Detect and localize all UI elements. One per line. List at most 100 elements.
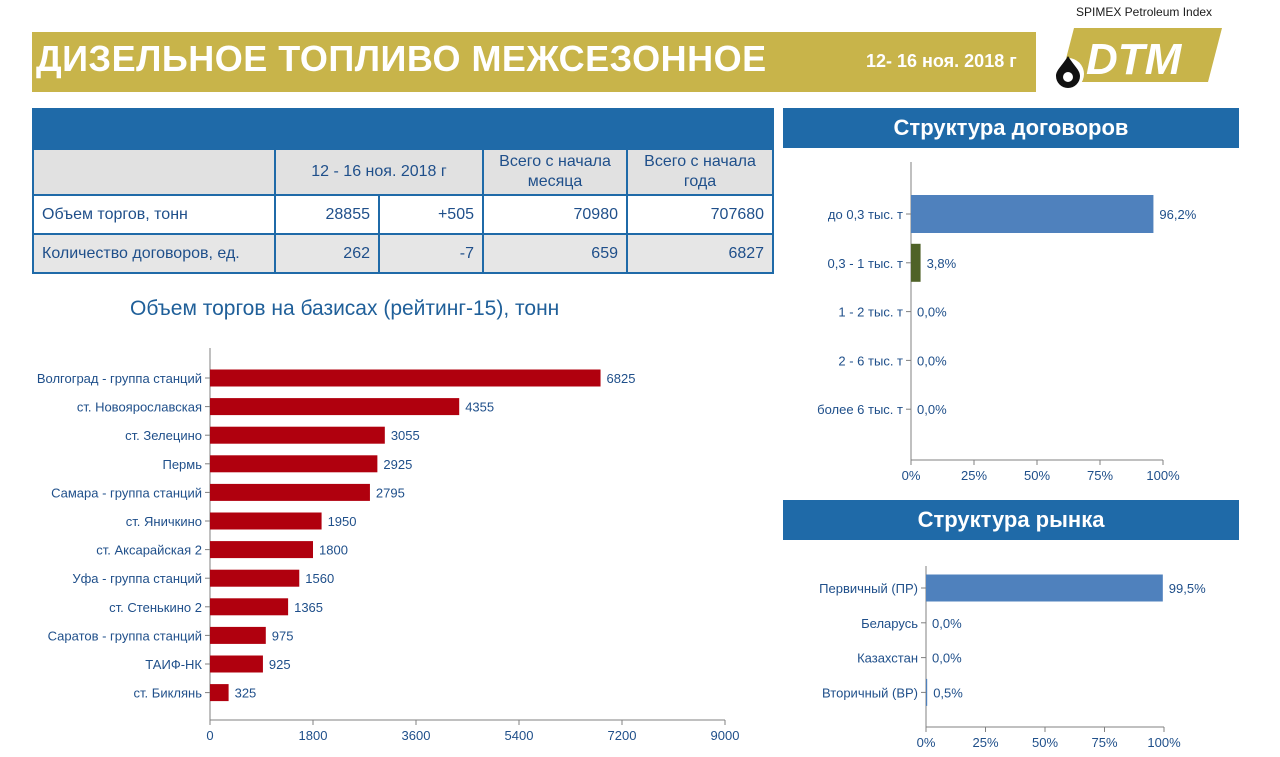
row-year: 707680 bbox=[625, 194, 775, 235]
x-tick-label: 100% bbox=[1146, 468, 1180, 483]
x-tick-label: 75% bbox=[1087, 468, 1113, 483]
category-label: Вторичный (ВР) bbox=[822, 685, 918, 700]
x-tick-label: 50% bbox=[1032, 735, 1058, 750]
dtm-logo: DTM bbox=[1052, 28, 1222, 90]
bar bbox=[911, 243, 921, 282]
category-label: Беларусь bbox=[861, 616, 918, 631]
data-label: 925 bbox=[269, 657, 291, 672]
data-label: 99,5% bbox=[1169, 581, 1206, 596]
bar bbox=[210, 569, 300, 587]
header-period: 12 - 16 ноя. 2018 г bbox=[274, 148, 484, 196]
data-label: 0,0% bbox=[917, 353, 947, 368]
category-label: ТАИФ-НК bbox=[145, 657, 202, 672]
report-date: 12- 16 ноя. 2018 г bbox=[866, 51, 1017, 71]
category-label: ст. Яничкино bbox=[126, 514, 202, 529]
x-tick-label: 0% bbox=[902, 468, 921, 483]
x-tick-label: 7200 bbox=[608, 728, 637, 743]
header-month: Всего с начала месяца bbox=[482, 148, 628, 196]
category-label: ст. Стенькино 2 bbox=[109, 600, 202, 615]
bar bbox=[210, 684, 229, 702]
basis-volume-chart: 0 1800 3600 5400 7200 9000 Волгоград - группа … bbox=[37, 348, 740, 743]
x-tick-label: 0% bbox=[917, 735, 936, 750]
data-label: 3,8% bbox=[927, 256, 957, 271]
bar bbox=[210, 626, 266, 644]
data-label: 2925 bbox=[383, 457, 412, 472]
data-label: 0,0% bbox=[932, 651, 962, 666]
row-year: 6827 bbox=[625, 233, 775, 274]
x-tick-label: 0 bbox=[206, 728, 213, 743]
row-month: 659 bbox=[482, 233, 628, 274]
header-year: Всего с начала года bbox=[625, 148, 775, 196]
data-label: 4355 bbox=[465, 400, 494, 415]
page-title: ДИЗЕЛЬНОЕ ТОПЛИВО МЕЖСЕЗОННОЕ bbox=[36, 38, 767, 79]
bar bbox=[210, 655, 263, 673]
bar bbox=[210, 455, 378, 473]
summary-table: 12 - 16 ноя. 2018 г Всего с начала месяц… bbox=[31, 108, 775, 274]
row-label: Объем торгов, тонн bbox=[32, 194, 276, 235]
category-label: 2 - 6 тыс. т bbox=[838, 353, 903, 368]
table-row: Объем торгов, тонн 28855 +505 70980 7076… bbox=[32, 194, 775, 235]
data-label: 3055 bbox=[391, 428, 420, 443]
category-label: ст. Новоярославская bbox=[77, 400, 202, 415]
x-tick-label: 3600 bbox=[402, 728, 431, 743]
data-label: 0,0% bbox=[917, 305, 947, 320]
category-label: Первичный (ПР) bbox=[819, 581, 918, 596]
bar bbox=[210, 512, 322, 530]
brand-label: SPIMEX Petroleum Index bbox=[1076, 5, 1213, 19]
market-panel-header: Структура рынка bbox=[783, 500, 1239, 540]
bar bbox=[911, 195, 1154, 233]
bar bbox=[210, 598, 289, 616]
x-tick-label: 100% bbox=[1147, 735, 1181, 750]
category-label: Саратов - группа станций bbox=[48, 628, 202, 643]
category-label: Пермь bbox=[162, 457, 202, 472]
category-label: 0,3 - 1 тыс. т bbox=[828, 256, 903, 271]
data-label: 96,2% bbox=[1159, 207, 1196, 222]
bar bbox=[210, 483, 370, 501]
bar bbox=[926, 678, 928, 706]
bar bbox=[210, 369, 601, 387]
category-label: ст. Аксарайская 2 bbox=[96, 543, 202, 558]
logo-badge bbox=[1060, 28, 1222, 82]
row-month: 70980 bbox=[482, 194, 628, 235]
row-label: Количество договоров, ед. bbox=[32, 233, 276, 274]
category-label: Казахстан bbox=[857, 651, 918, 666]
category-label: до 0,3 тыс. т bbox=[828, 207, 903, 222]
category-label: ст. Зелецино bbox=[125, 428, 202, 443]
data-label: 1800 bbox=[319, 543, 348, 558]
x-tick-label: 50% bbox=[1024, 468, 1050, 483]
category-label: Уфа - группа станций bbox=[72, 571, 202, 586]
bar bbox=[210, 426, 385, 444]
data-label: 1950 bbox=[328, 514, 357, 529]
bar bbox=[210, 398, 460, 416]
data-label: 0,0% bbox=[932, 616, 962, 631]
table-top-band bbox=[31, 108, 775, 150]
data-label: 325 bbox=[235, 686, 257, 701]
category-label: Самара - группа станций bbox=[51, 485, 202, 500]
category-label: ст. Биклянь bbox=[134, 686, 203, 701]
bar bbox=[210, 541, 313, 559]
market-structure-chart: 0% 25% 50% 75% 100% Первичный (ПР) 99,5% Белару… bbox=[819, 566, 1206, 750]
header-empty-cell bbox=[32, 148, 276, 196]
x-tick-label: 25% bbox=[961, 468, 987, 483]
table-row: Количество договоров, ед. 262 -7 659 682… bbox=[32, 233, 775, 274]
bar bbox=[926, 574, 1163, 602]
contracts-panel-header: Структура договоров bbox=[783, 108, 1239, 148]
x-tick-label: 5400 bbox=[505, 728, 534, 743]
x-tick-label: 75% bbox=[1091, 735, 1117, 750]
category-label: 1 - 2 тыс. т bbox=[838, 305, 903, 320]
category-label: более 6 тыс. т bbox=[817, 402, 903, 417]
x-tick-label: 9000 bbox=[711, 728, 740, 743]
data-label: 1365 bbox=[294, 600, 323, 615]
title-band bbox=[32, 32, 1036, 92]
row-change: +505 bbox=[378, 194, 484, 235]
data-label: 1560 bbox=[305, 571, 334, 586]
table-header-row: 12 - 16 ноя. 2018 г Всего с начала месяц… bbox=[32, 148, 775, 196]
logo-text: DTM bbox=[1086, 35, 1183, 84]
x-tick-label: 25% bbox=[972, 735, 998, 750]
row-change: -7 bbox=[378, 233, 484, 274]
category-label: Волгоград - группа станций bbox=[37, 371, 202, 386]
data-label: 0,0% bbox=[917, 402, 947, 417]
data-label: 975 bbox=[272, 628, 294, 643]
basis-chart-title: Объем торгов на базисах (рейтинг-15), то… bbox=[130, 297, 560, 320]
row-value: 28855 bbox=[274, 194, 380, 235]
